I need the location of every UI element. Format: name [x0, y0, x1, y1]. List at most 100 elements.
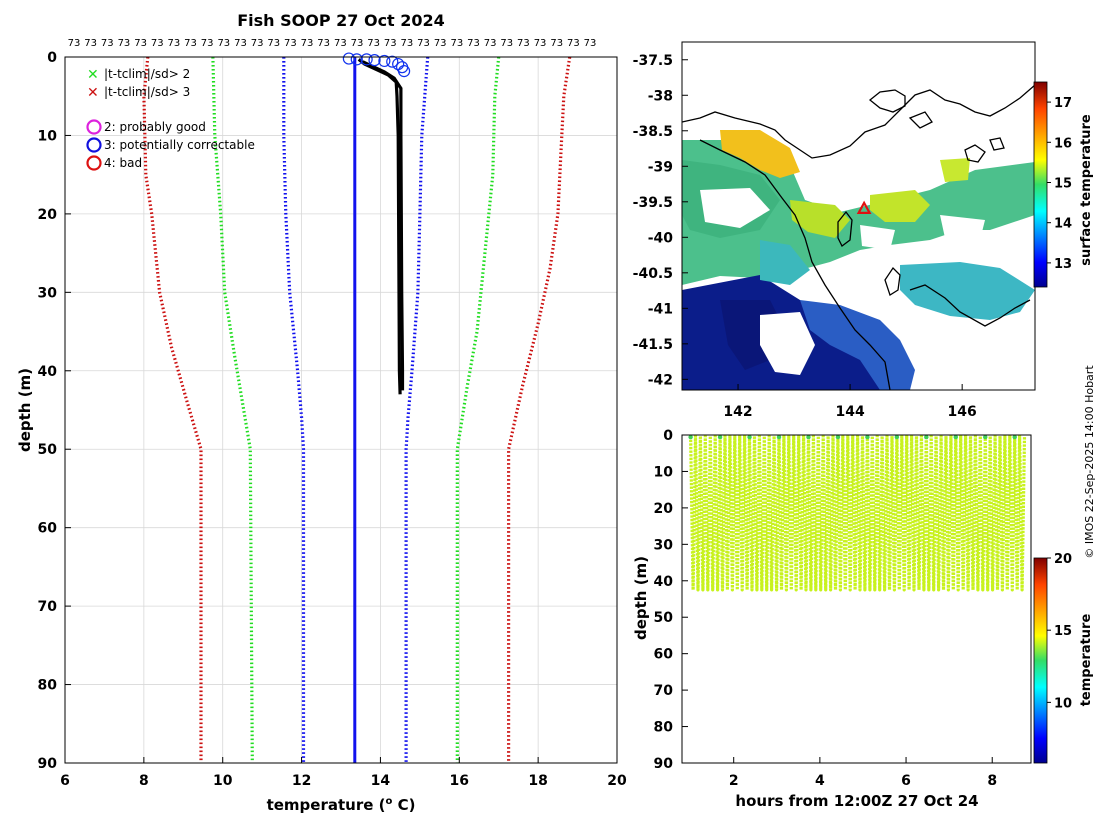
surface-point — [983, 434, 988, 440]
colorbar-tick-label: 20 — [1054, 552, 1072, 567]
flag3-point — [342, 52, 355, 65]
top-count-labels: 73 73 73 73 73 73 73 73 73 73 73 73 73 73 73 73 73 73 73 73… — [68, 38, 597, 49]
sst-colorbar — [1033, 81, 1048, 288]
y-tick-label: -41 — [648, 301, 673, 317]
circle-icon — [86, 137, 102, 153]
x-tick-label: 146 — [948, 404, 977, 420]
y-tick-label: -40 — [648, 230, 674, 246]
surface-point — [776, 434, 782, 440]
legend-flag2-label: 2: probably good — [104, 120, 206, 134]
top-count-label: 73 — [484, 38, 497, 49]
legend-cross-sd3: ✕ |t-tclim|/sd> 3 — [87, 85, 190, 101]
y-tick-label: 80 — [38, 678, 58, 694]
colorbar-tick-label: 15 — [1054, 176, 1072, 191]
circle-icon — [86, 155, 102, 171]
y-tick-label: 80 — [654, 720, 674, 736]
top-count-label: 73 — [301, 38, 314, 49]
sst-map-ticks: 142 144 146 -37.5 -38 -38.5 -39 -39.5 -40 -40.5 -4… — [633, 53, 977, 420]
flag3-point — [350, 53, 363, 66]
y-tick-label: 30 — [654, 537, 674, 553]
y-tick-label: 10 — [654, 464, 674, 480]
legend-cross-sd2-label: |t-tclim|/sd> 2 — [104, 67, 190, 81]
y-tick-label: 50 — [38, 442, 58, 458]
x-tick-label: 12 — [292, 773, 311, 789]
series-observed-2 — [362, 60, 405, 391]
x-tick-label: 144 — [835, 404, 864, 420]
y-tick-label: -39 — [648, 159, 673, 175]
flag3-point — [368, 54, 381, 67]
series-mean+3sd — [507, 57, 572, 763]
top-count-label: 73 — [184, 38, 197, 49]
cross-icon: ✕ — [87, 85, 99, 101]
top-count-label: 73 — [351, 38, 364, 49]
profile-y-axis-label: depth (m) — [16, 368, 34, 452]
depth-time-y-axis-label: depth (m) — [632, 556, 650, 640]
y-tick-label: 0 — [663, 428, 673, 444]
surface-point — [688, 434, 693, 440]
colorbar-tick-label: 16 — [1054, 136, 1072, 151]
top-count-label: 73 — [567, 38, 580, 49]
colorbar-tick-label: 13 — [1054, 257, 1072, 272]
series-mean+2sd — [455, 57, 501, 763]
top-count-label: 73 — [151, 38, 164, 49]
flag3-point — [378, 54, 391, 68]
depth-trace-line — [689, 434, 1027, 592]
top-count-label: 73 — [334, 38, 347, 49]
surface-point — [865, 434, 870, 440]
y-tick-label: 40 — [38, 364, 58, 380]
profile-series — [142, 57, 572, 763]
x-tick-label: 10 — [213, 773, 233, 789]
legend-circle-flag4: 4: bad — [86, 155, 142, 171]
top-count-label: 73 — [450, 38, 463, 49]
y-tick-label: 90 — [38, 756, 58, 772]
top-count-label: 73 — [284, 38, 297, 49]
colorbar-tick-label: 10 — [1054, 696, 1072, 711]
top-count-label: 73 — [584, 38, 597, 49]
x-tick-label: 2 — [729, 773, 739, 789]
y-tick-label: 30 — [38, 285, 58, 301]
surface-point — [806, 434, 811, 440]
profile-legend: ✕ |t-tclim|/sd> 2 ✕ |t-tclim|/sd> 3 2: p… — [86, 67, 255, 171]
surface-point — [1012, 434, 1017, 440]
sst-field — [682, 130, 1035, 390]
profile-axes-frame — [64, 56, 618, 764]
x-tick-label: 6 — [60, 773, 70, 789]
x-tick-label: 8 — [139, 773, 149, 789]
flag3-point — [386, 55, 399, 68]
top-count-label: 73 — [201, 38, 214, 49]
surface-point — [747, 434, 752, 440]
top-count-label: 73 — [534, 38, 547, 49]
top-count-label: 73 — [84, 38, 97, 49]
coastline — [682, 84, 1035, 390]
legend-cross-sd2: ✕ |t-tclim|/sd> 2 — [87, 67, 190, 83]
temperature-colorbar-label: temperature — [1079, 614, 1094, 707]
y-tick-label: 90 — [654, 756, 674, 772]
top-count-label: 73 — [434, 38, 447, 49]
top-count-label: 73 — [101, 38, 114, 49]
top-count-label: 73 — [417, 38, 430, 49]
x-tick-label: 142 — [723, 404, 752, 420]
y-tick-label: -38 — [648, 88, 673, 104]
y-tick-label: 20 — [654, 501, 674, 517]
x-tick-label: 14 — [371, 773, 391, 789]
y-tick-label: 40 — [654, 574, 674, 590]
top-count-label: 73 — [467, 38, 480, 49]
top-count-label: 73 — [267, 38, 280, 49]
y-tick-label: -39.5 — [633, 195, 673, 211]
flag3-point — [360, 53, 373, 66]
y-tick-label: 70 — [654, 683, 674, 699]
y-tick-label: 60 — [38, 521, 58, 537]
y-tick-label: 70 — [38, 599, 58, 615]
x-tick-label: 6 — [901, 773, 911, 789]
y-tick-label: -38.5 — [633, 124, 673, 140]
imos-credit: © IMOS 22-Sep-2025 14:00 Hobart — [1083, 365, 1096, 559]
x-tick-label: 4 — [815, 773, 825, 789]
x-tick-label: 18 — [528, 773, 547, 789]
top-count-label: 73 — [384, 38, 397, 49]
observation-location-marker — [856, 200, 872, 214]
top-count-label: 73 — [251, 38, 264, 49]
y-tick-label: 60 — [654, 647, 674, 663]
colorbar-tick-label: 14 — [1054, 217, 1072, 232]
sst-map-area — [682, 42, 1035, 390]
